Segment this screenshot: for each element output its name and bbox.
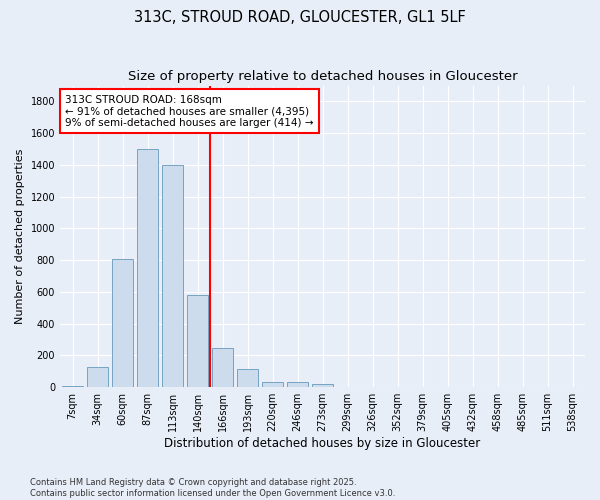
Bar <box>112 258 133 387</box>
Bar <box>237 369 258 387</box>
Y-axis label: Number of detached properties: Number of detached properties <box>15 148 25 324</box>
Title: Size of property relative to detached houses in Gloucester: Size of property relative to detached ho… <box>128 70 517 83</box>
Bar <box>287 382 308 387</box>
X-axis label: Distribution of detached houses by size in Gloucester: Distribution of detached houses by size … <box>164 437 481 450</box>
Bar <box>137 149 158 387</box>
Bar <box>62 386 83 387</box>
Bar <box>87 366 108 387</box>
Text: 313C STROUD ROAD: 168sqm
← 91% of detached houses are smaller (4,395)
9% of semi: 313C STROUD ROAD: 168sqm ← 91% of detach… <box>65 94 314 128</box>
Bar <box>312 384 333 387</box>
Bar <box>187 295 208 387</box>
Bar <box>162 165 183 387</box>
Bar <box>262 382 283 387</box>
Text: 313C, STROUD ROAD, GLOUCESTER, GL1 5LF: 313C, STROUD ROAD, GLOUCESTER, GL1 5LF <box>134 10 466 25</box>
Bar <box>212 348 233 387</box>
Text: Contains HM Land Registry data © Crown copyright and database right 2025.
Contai: Contains HM Land Registry data © Crown c… <box>30 478 395 498</box>
